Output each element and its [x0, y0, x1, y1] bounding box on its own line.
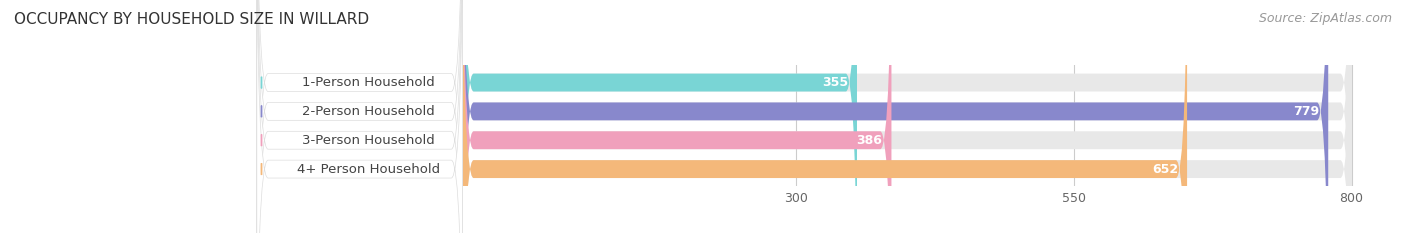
FancyBboxPatch shape	[257, 0, 463, 233]
FancyBboxPatch shape	[463, 0, 891, 233]
Text: 355: 355	[823, 76, 848, 89]
Text: 779: 779	[1294, 105, 1319, 118]
FancyBboxPatch shape	[463, 0, 1187, 233]
Text: 652: 652	[1152, 163, 1178, 176]
FancyBboxPatch shape	[463, 0, 1351, 233]
FancyBboxPatch shape	[257, 0, 463, 233]
Text: 3-Person Household: 3-Person Household	[302, 134, 434, 147]
Text: 4+ Person Household: 4+ Person Household	[297, 163, 440, 176]
FancyBboxPatch shape	[463, 0, 1351, 233]
FancyBboxPatch shape	[463, 0, 1351, 233]
FancyBboxPatch shape	[257, 0, 463, 233]
Text: Source: ZipAtlas.com: Source: ZipAtlas.com	[1258, 12, 1392, 25]
FancyBboxPatch shape	[257, 0, 463, 233]
FancyBboxPatch shape	[463, 0, 1329, 233]
Text: 2-Person Household: 2-Person Household	[302, 105, 434, 118]
FancyBboxPatch shape	[463, 0, 1351, 233]
Text: 386: 386	[856, 134, 883, 147]
Text: 1-Person Household: 1-Person Household	[302, 76, 434, 89]
Text: OCCUPANCY BY HOUSEHOLD SIZE IN WILLARD: OCCUPANCY BY HOUSEHOLD SIZE IN WILLARD	[14, 12, 370, 27]
FancyBboxPatch shape	[463, 0, 858, 233]
